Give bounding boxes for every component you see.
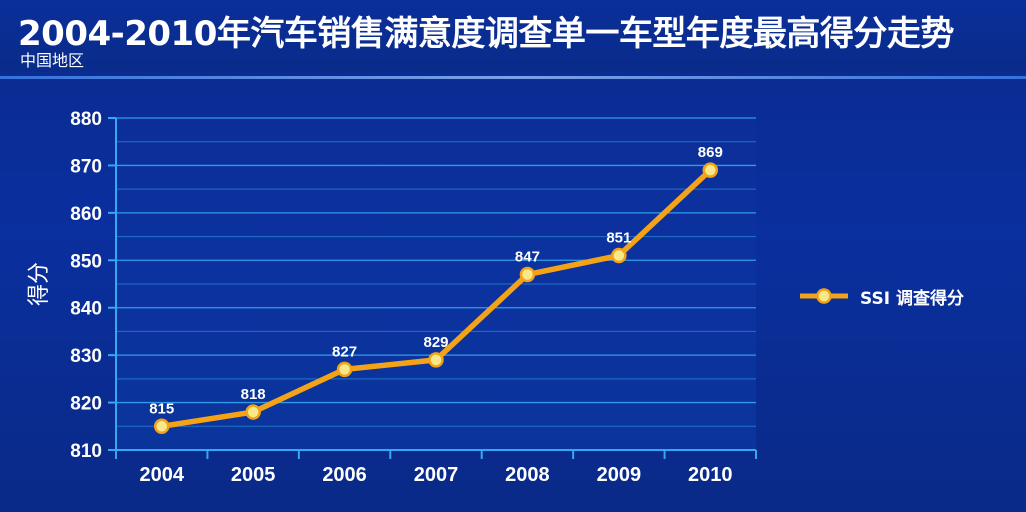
y-tick-label: 860 (70, 204, 102, 225)
x-tick-label: 2010 (688, 464, 733, 486)
x-tick-label: 2005 (231, 464, 276, 486)
y-tick-label: 870 (70, 156, 102, 177)
x-tick-label: 2009 (597, 464, 642, 486)
data-label: 815 (149, 400, 174, 417)
legend: SSI 调查得分 (800, 284, 964, 309)
y-tick-label: 840 (70, 299, 102, 320)
x-tick-label: 2008 (505, 464, 550, 486)
data-point (519, 266, 536, 283)
data-label: 847 (515, 249, 540, 266)
data-labels: 815 818 827 829 847 851 869 (149, 144, 723, 417)
legend-marker (800, 288, 848, 304)
header-bar: 2004-2010年汽车销售满意度调查单一车型年度最高得分走势 中国地区 (0, 0, 1026, 72)
axes (108, 117, 757, 459)
y-tick-label: 830 (70, 346, 102, 367)
tick-labels: 810 820 830 840 850 860 870 880 2004 2005 2006 2007… (70, 109, 732, 486)
data-label: 851 (606, 230, 631, 247)
data-point (702, 162, 719, 178)
y-tick-label: 820 (70, 394, 102, 415)
y-axis-label: 得分 (27, 262, 52, 306)
y-tick-label: 850 (70, 251, 102, 272)
data-label: 829 (423, 334, 448, 351)
x-tick-label: 2007 (414, 464, 459, 486)
data-point (428, 352, 444, 368)
data-point (336, 361, 353, 378)
legend-label: SSI 调查得分 (860, 288, 964, 309)
data-label: 869 (698, 144, 723, 161)
page-subtitle: 中国地区 (20, 51, 85, 70)
series-ssi (153, 162, 719, 435)
x-tick-label: 2006 (322, 464, 367, 486)
data-point (611, 247, 627, 264)
y-tick-label: 880 (70, 109, 102, 130)
data-point (153, 418, 170, 435)
page-title: 2004-2010年汽车销售满意度调查单一车型年度最高得分走势 (18, 14, 954, 54)
data-label: 818 (241, 386, 266, 403)
data-point (245, 404, 261, 420)
legend-dot (816, 288, 832, 304)
header-divider (0, 76, 1026, 79)
y-tick-label: 810 (70, 441, 102, 462)
data-label: 827 (332, 343, 357, 360)
x-tick-label: 2004 (139, 464, 184, 486)
